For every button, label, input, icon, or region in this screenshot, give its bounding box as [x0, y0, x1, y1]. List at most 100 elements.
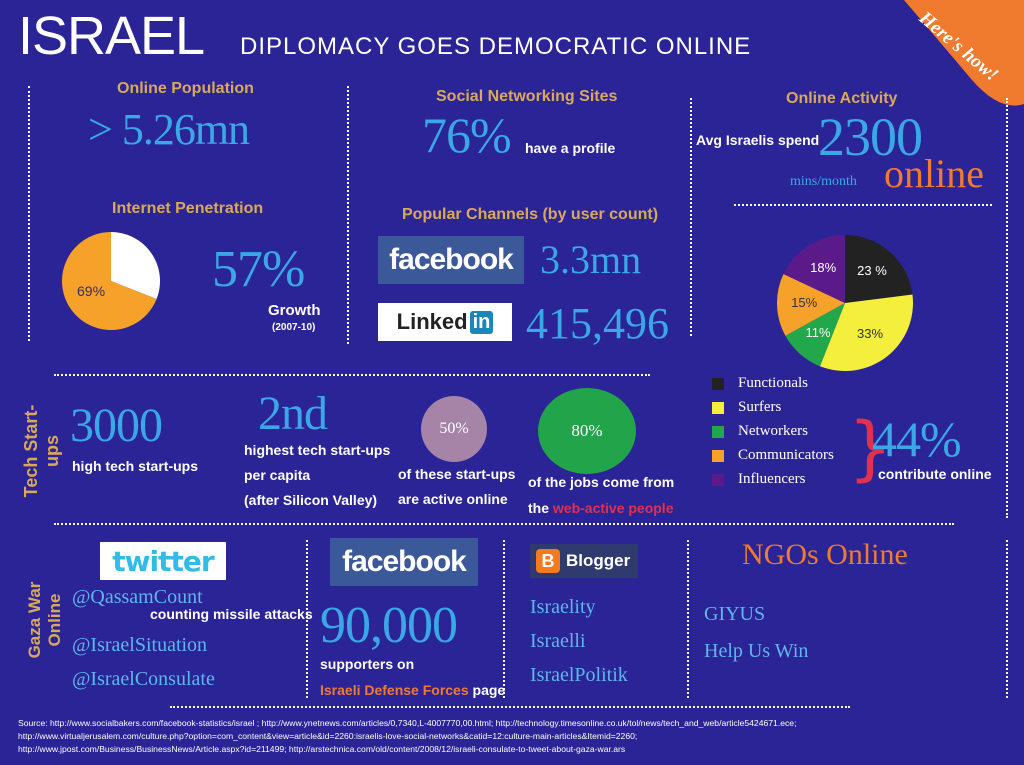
penetration-pie-slice: [62, 232, 157, 330]
online-activity-value: 2300: [818, 107, 923, 167]
online-population-value: > 5.26mn: [88, 105, 250, 154]
legend-item-influencers: Influencers: [712, 471, 805, 488]
facebook-users-value: 3.3mn: [540, 237, 642, 282]
facebook-logo: facebook: [378, 236, 524, 284]
legend-swatch: [712, 377, 724, 390]
startups-rank-value: 2nd: [258, 387, 328, 440]
blog-israelli: Israelli: [530, 630, 586, 652]
contribute-label: contribute online: [878, 466, 992, 482]
jobs-line2-highlight: web-active people: [552, 500, 674, 516]
twitter-handle-israelsituation: @IsraelSituation: [72, 634, 208, 656]
legend-label: Surfers: [738, 399, 782, 415]
idf-page-name: Israeli Defense Forces: [320, 682, 469, 698]
pie-slice-communicators: [777, 274, 845, 336]
legend-brace: }: [848, 407, 893, 489]
jobs-line2: the web-active people: [528, 500, 673, 516]
jobs-circle: 80%: [538, 388, 636, 474]
contribute-value: 44%: [872, 411, 962, 467]
startups-active-circle: 50%: [421, 396, 487, 462]
page-subtitle: DIPLOMACY GOES DEMOCRATIC ONLINE: [240, 33, 752, 60]
linkedin-users-value: 415,496: [526, 299, 669, 348]
twitter-logo-text: twitter: [112, 544, 214, 578]
online-activity-label: Online Activity: [786, 90, 898, 107]
online-population-label: Online Population: [117, 80, 254, 97]
popular-channels-label: Popular Channels (by user count): [402, 206, 659, 223]
penetration-pie: [62, 232, 160, 330]
facebook-logo-gaza: facebook: [330, 538, 478, 586]
facebook-supporters-line1: supporters on: [320, 656, 415, 672]
penetration-pie-remainder: [111, 232, 160, 300]
online-activity-suffix: online: [884, 151, 984, 196]
divider: [54, 523, 954, 525]
twitter-handle-israelconsulate: @IsraelConsulate: [72, 668, 215, 690]
twitter-logo: twitter: [100, 542, 226, 580]
jobs-line2-prefix: the: [528, 500, 549, 516]
pie-slice-influencers: [783, 235, 845, 303]
gaza-war-section-label: Gaza War Online: [25, 581, 64, 659]
legend-label: Influencers: [738, 471, 806, 487]
pie-slice-functionals: [845, 235, 913, 303]
startups-count-value: 3000: [70, 399, 163, 452]
divider: [687, 540, 689, 698]
legend-item-surfers: Surfers: [712, 399, 781, 416]
startups-active-line1: of these start-ups: [398, 466, 516, 482]
legend-label: Communicators: [738, 447, 834, 463]
blogger-logo-text: Blogger: [566, 551, 631, 570]
facebook-supporters-value: 90,000: [320, 597, 458, 654]
here-is-how-badge: [904, 0, 1024, 106]
divider: [28, 86, 30, 341]
social-networking-note: have a profile: [525, 140, 616, 156]
facebook-supporters-line2: Israeli Defense Forces page: [320, 682, 505, 698]
pie-label-influencers: 18%: [810, 259, 837, 275]
divider: [306, 540, 308, 698]
startups-active-line2: are active online: [398, 491, 508, 507]
blogger-icon: B: [536, 549, 560, 573]
blog-israelity: Israelity: [530, 596, 596, 618]
legend-swatch: [712, 425, 724, 438]
divider: [1006, 540, 1008, 698]
linkedin-logo-in: in: [469, 310, 494, 334]
legend-label: Networkers: [738, 423, 808, 439]
divider: [503, 540, 505, 698]
startups-rank-line2: per capita: [244, 467, 311, 483]
legend-swatch: [712, 401, 724, 414]
pie-label-communicators: 15%: [791, 295, 818, 311]
divider: [347, 86, 349, 344]
ngo-title: NGOs Online: [742, 538, 908, 571]
user-types-pie: [777, 235, 913, 371]
startups-active-value: 50%: [439, 420, 469, 437]
blogger-logo: B Blogger: [530, 544, 638, 578]
blog-israelpolitik: IsraelPolitik: [530, 664, 628, 686]
source-line-2: http://www.virtualjerusalem.com/culture.…: [18, 731, 638, 741]
divider: [734, 204, 992, 206]
linkedin-logo: Linked in: [378, 303, 512, 341]
social-networking-label: Social Networking Sites: [436, 88, 618, 105]
tech-startups-section-label: Tech Start-ups: [21, 404, 62, 498]
growth-period: (2007-10): [272, 322, 316, 333]
twitter-handle-qassamcount: @QassamCount: [72, 586, 203, 608]
online-activity-prefix: Avg Israelis spend: [696, 132, 820, 148]
legend-label: Functionals: [738, 375, 808, 391]
pie-slice-networkers: [785, 303, 845, 367]
ngo-giyus: GIYUS: [704, 603, 766, 625]
divider: [54, 374, 650, 376]
online-activity-unit: mins/month: [790, 174, 857, 189]
legend-item-functionals: Functionals: [712, 375, 808, 392]
idf-page-suffix: page: [472, 682, 506, 698]
legend-item-communicators: Communicators: [712, 447, 834, 464]
social-networking-value: 76%: [422, 107, 512, 163]
internet-penetration-label: Internet Penetration: [112, 200, 264, 217]
growth-value: 57%: [212, 241, 305, 298]
source-line-3: http://www.jpost.com/Business/BusinessNe…: [18, 744, 626, 754]
legend-item-networkers: Networkers: [712, 423, 808, 440]
startups-rank-line1: highest tech start-ups: [244, 442, 391, 458]
jobs-line1: of the jobs come from: [528, 474, 675, 490]
startups-rank-line3: (after Silicon Valley): [244, 492, 378, 508]
penetration-pie-label: 69%: [77, 283, 106, 299]
legend-swatch: [712, 449, 724, 462]
twitter-note-qassamcount: counting missile attacks: [150, 606, 313, 622]
divider: [690, 98, 692, 336]
divider: [170, 706, 850, 708]
pie-label-surfers: 33%: [856, 326, 884, 342]
linkedin-logo-text: Linked: [396, 309, 468, 334]
